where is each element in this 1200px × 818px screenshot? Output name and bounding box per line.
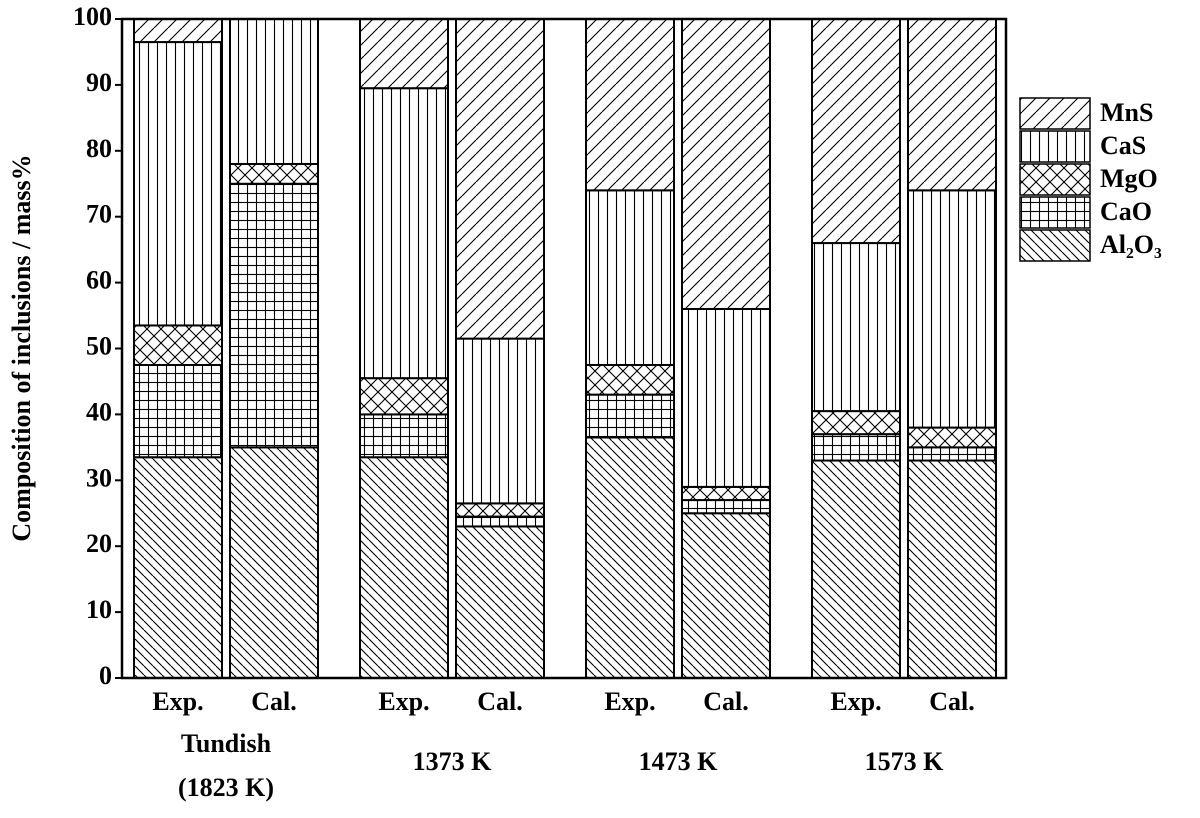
y-tick-label: 40 xyxy=(86,397,112,426)
bar-segment xyxy=(811,242,901,413)
y-axis-label: Composition of inclusions / mass% xyxy=(7,154,36,541)
bar-segment xyxy=(681,18,771,310)
bar-segment xyxy=(907,459,997,679)
bar-segment xyxy=(585,189,675,366)
bar-segment xyxy=(133,18,223,44)
bar-segment xyxy=(811,18,901,245)
bar-segment xyxy=(681,307,771,488)
bar-segment xyxy=(681,485,771,502)
group-label: 1473 K xyxy=(639,747,719,776)
legend-label: MnS xyxy=(1100,98,1153,127)
bar-segment xyxy=(455,515,545,528)
legend-swatch xyxy=(1019,130,1091,163)
legend-label: CaO xyxy=(1100,197,1152,226)
legend-label: Al₂O₃ xyxy=(1100,230,1162,259)
bar-segment xyxy=(359,87,449,380)
bar-segment xyxy=(229,162,319,185)
x-tick-label: Cal. xyxy=(703,687,749,716)
x-tick-label: Cal. xyxy=(929,687,975,716)
x-tick-label: Cal. xyxy=(477,687,523,716)
legend-label: CaS xyxy=(1100,131,1146,160)
y-tick-label: 10 xyxy=(86,595,112,624)
y-tick-label: 30 xyxy=(86,463,112,492)
bar-segment xyxy=(133,324,223,366)
bar-segment xyxy=(455,18,545,340)
y-tick-label: 0 xyxy=(99,661,112,690)
bar-segment xyxy=(229,446,319,679)
x-tick-label: Exp. xyxy=(830,687,881,716)
group-label: 1373 K xyxy=(413,747,493,776)
bar-segment xyxy=(359,456,449,679)
legend-swatch xyxy=(1019,163,1091,196)
legend-label: MgO xyxy=(1100,164,1158,193)
bar-segment xyxy=(359,377,449,416)
group-label: Tundish xyxy=(181,729,272,758)
bar-segment xyxy=(133,456,223,679)
legend-swatch xyxy=(1019,229,1091,262)
y-tick-label: 60 xyxy=(86,266,112,295)
bar-segment xyxy=(359,18,449,90)
group-label: 1573 K xyxy=(865,747,945,776)
bar-segment xyxy=(907,18,997,192)
bar-segment xyxy=(907,446,997,462)
y-tick-label: 70 xyxy=(86,200,112,229)
bar-segment xyxy=(455,502,545,518)
bar-segment xyxy=(585,18,675,192)
y-tick-label: 20 xyxy=(86,529,112,558)
bar-segment xyxy=(811,410,901,436)
bar-segment xyxy=(455,337,545,505)
bar-segment xyxy=(907,426,997,449)
bar-segment xyxy=(907,189,997,429)
bar-segment xyxy=(811,459,901,679)
bar-segment xyxy=(585,363,675,396)
bar-segment xyxy=(585,436,675,679)
bar-segment xyxy=(229,182,319,449)
bar-segment xyxy=(359,413,449,459)
x-tick-label: Cal. xyxy=(251,687,297,716)
legend-swatch xyxy=(1019,196,1091,229)
y-tick-label: 50 xyxy=(86,331,112,360)
bar-segment xyxy=(455,525,545,679)
bar-segment xyxy=(133,41,223,327)
y-tick-label: 90 xyxy=(86,68,112,97)
y-tick-label: 100 xyxy=(73,2,112,31)
bar-segment xyxy=(681,512,771,679)
bar-segment xyxy=(133,363,223,459)
bar-segment xyxy=(585,393,675,439)
legend-swatch xyxy=(1019,97,1091,130)
bar-segment xyxy=(681,499,771,515)
x-tick-label: Exp. xyxy=(604,687,655,716)
x-tick-label: Exp. xyxy=(152,687,203,716)
bar-segment xyxy=(811,433,901,462)
bar-segment xyxy=(229,18,319,165)
y-tick-label: 80 xyxy=(86,134,112,163)
group-label: (1823 K) xyxy=(178,773,274,802)
x-tick-label: Exp. xyxy=(378,687,429,716)
